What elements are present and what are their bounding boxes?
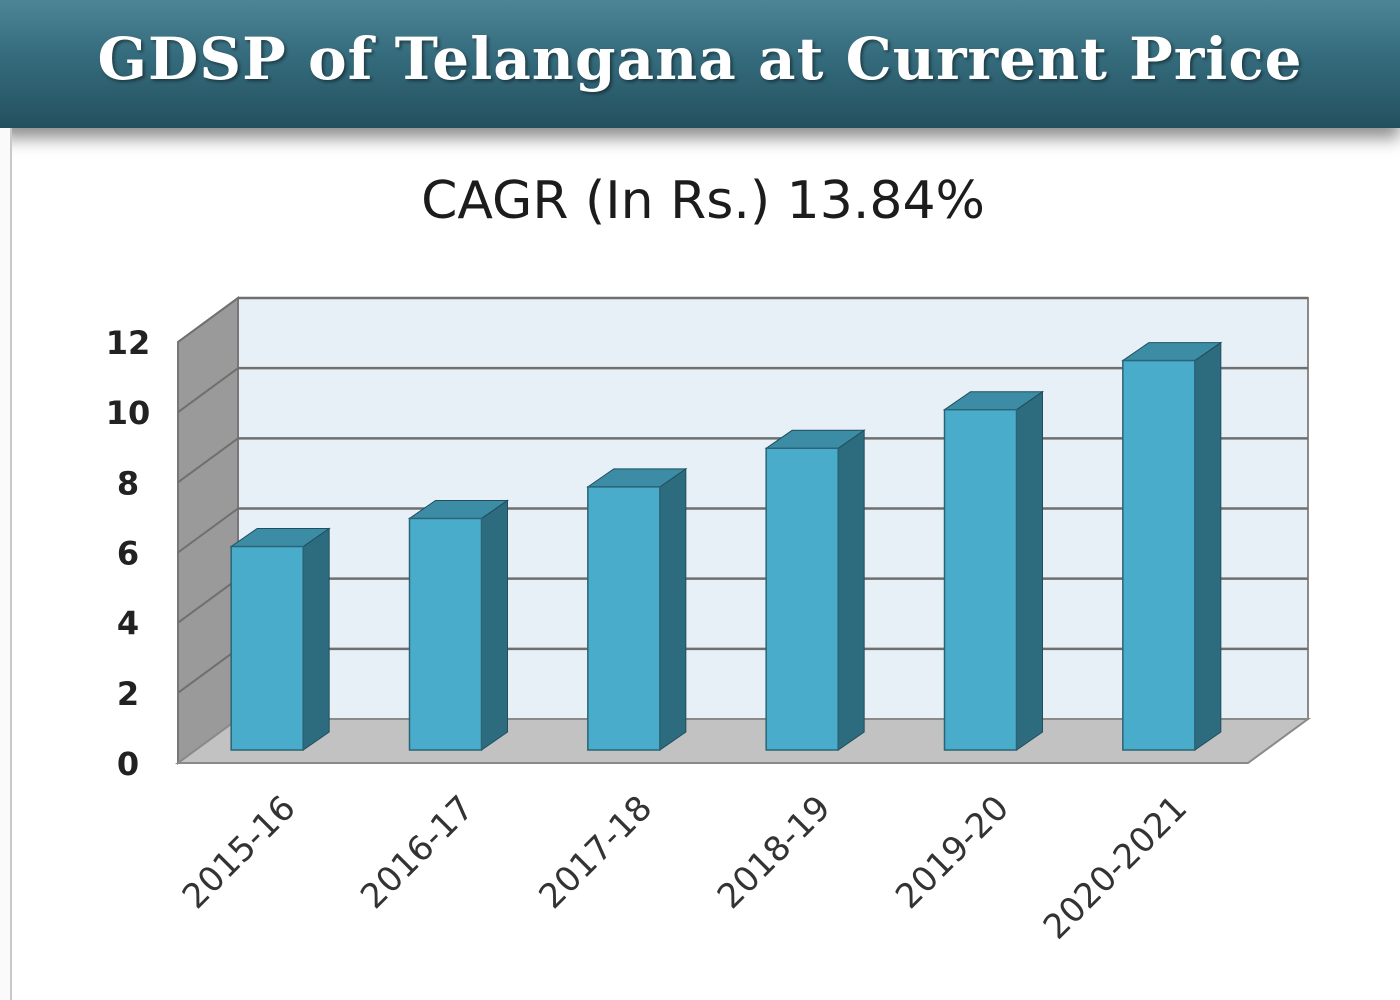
bar-side [837,429,865,751]
y-tick-label: 12 [106,324,151,362]
gridline-side [177,577,239,624]
gridline-side [177,507,239,554]
title-banner: GDSP of Telangana at Current Price [0,0,1400,128]
page-title: GDSP of Telangana at Current Price [97,25,1303,93]
bar-front [230,545,304,751]
bar-front [587,486,661,751]
gridline-side [177,297,239,343]
left-ruler [0,128,12,1000]
bar-front [765,447,839,751]
bar-side [1016,390,1043,751]
gridline-side [177,648,239,694]
x-tick-label: 2015-16 [175,788,304,917]
bar-2015-16 [229,527,331,751]
bar-2018-19 [764,429,866,751]
bar-front [408,517,483,751]
x-tick-label: 2016-17 [353,788,482,917]
bar-front [1122,359,1196,751]
y-tick-label: 10 [106,394,151,432]
gridline-side [177,367,239,413]
bar-side [302,527,330,751]
bar-2016-17 [407,499,510,751]
x-tick-label: 2018-19 [710,788,839,917]
y-tick-label: 2 [117,675,139,713]
bar-2017-18 [586,467,688,751]
y-tick-label: 6 [117,535,139,573]
y-tick-label: 4 [117,605,139,643]
bar-2020-2021 [1121,341,1223,751]
bars [229,341,1223,751]
x-axis-labels: 2015-16 2016-17 2017-18 2018-19 2019-20 2020-… [175,788,1195,947]
x-tick-label: 2017-18 [531,788,660,917]
chart-subtitle: CAGR (In Rs.) 13.84% [421,171,985,231]
y-tick-label: 8 [117,464,139,502]
gridline-side [177,437,239,484]
bar-side [659,467,687,751]
bar-2019-20 [942,390,1045,751]
bar-side [481,499,508,751]
y-tick-label: 0 [117,745,139,783]
bar-side [1194,341,1222,751]
x-tick-label: 2020-2021 [1036,788,1195,947]
y-axis-ticks: 0 2 4 6 8 10 12 [106,324,151,783]
x-tick-label: 2019-20 [888,788,1017,917]
bar-front [943,408,1018,751]
